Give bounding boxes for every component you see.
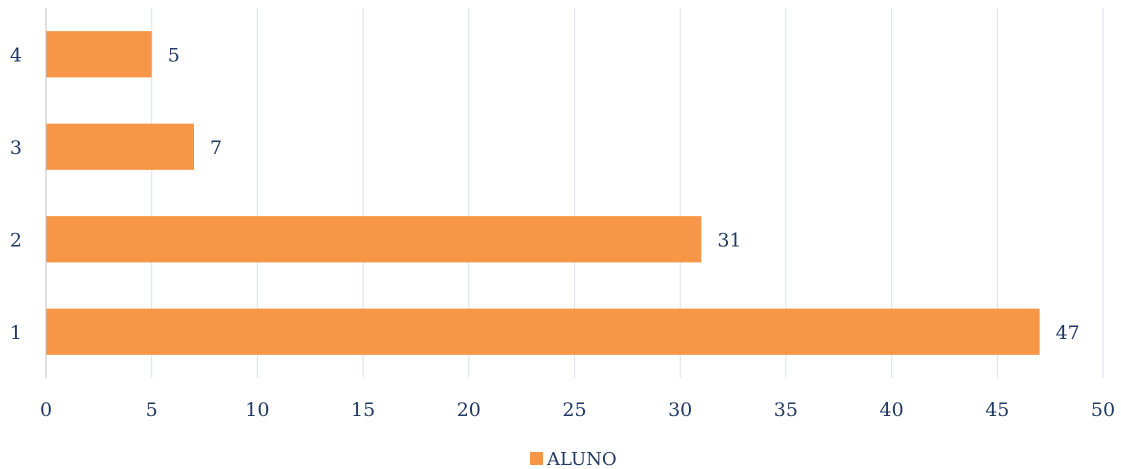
x-tick-label-45: 45 [985,399,1009,421]
x-tick-label-30: 30 [668,399,692,421]
y-tick-label-3: 3 [10,137,22,159]
data-label-3: 7 [210,137,222,159]
gridlines [151,8,1104,378]
bar-2 [46,216,702,263]
x-tick-label-40: 40 [880,399,904,421]
x-tick-label-35: 35 [774,399,798,421]
x-tick-label-0: 0 [40,399,52,421]
bar-1 [46,308,1040,355]
x-tick-label-20: 20 [457,399,481,421]
legend-label-aluno: ALUNO [546,449,617,469]
x-tick-label-25: 25 [562,399,586,421]
bar-4 [46,31,152,78]
y-tick-label-2: 2 [10,229,22,251]
y-tick-label-4: 4 [10,44,22,66]
x-tick-label-15: 15 [351,399,375,421]
x-tick-label-5: 5 [146,399,158,421]
labels: 0 5 10 15 20 25 30 35 40 45 501 472 313 74 5 [10,44,1115,421]
data-label-4: 5 [168,44,180,66]
legend-swatch-aluno [530,452,543,465]
bar-3 [46,123,194,170]
y-tick-label-1: 1 [10,322,22,344]
data-label-2: 31 [717,229,741,251]
data-label-1: 47 [1056,322,1080,344]
legend: ALUNO [530,449,617,469]
x-tick-label-10: 10 [245,399,269,421]
x-tick-label-50: 50 [1091,399,1115,421]
bars [46,31,1040,355]
